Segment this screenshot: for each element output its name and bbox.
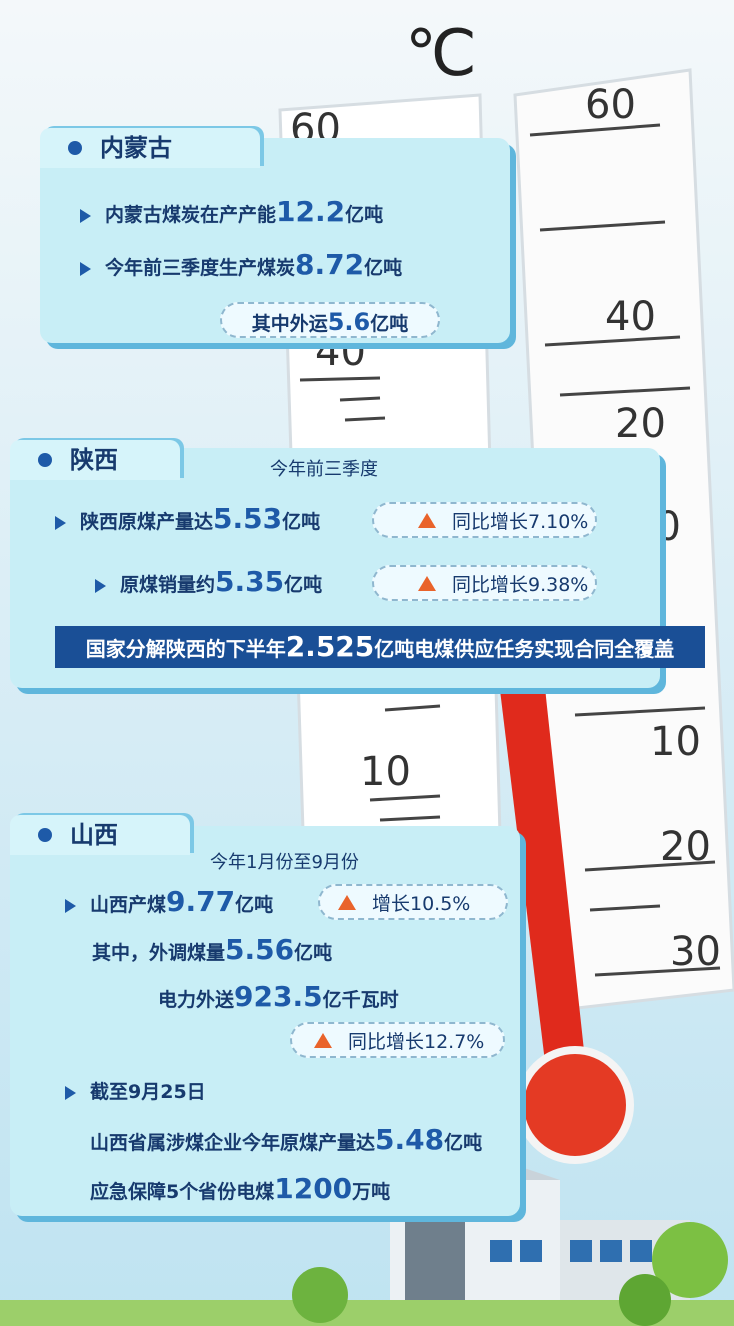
stat-text: 山西产煤 (90, 894, 166, 916)
stat-value: 8.72 (295, 248, 364, 281)
stat-unit: 亿吨 (444, 1132, 482, 1154)
banner-value: 2.525 (286, 630, 375, 663)
scale-label: 40 (605, 294, 656, 340)
stat-row: 其中，外调煤量5.56亿吨 (92, 933, 332, 966)
stat-row: 陕西原煤产量达5.53亿吨 (55, 502, 320, 535)
section-title: 内蒙古 (40, 128, 260, 168)
stat-value: 5.53 (213, 502, 282, 535)
banner-text: 国家分解陕西的下半年 (86, 637, 286, 661)
stat-unit: 亿千瓦时 (323, 989, 399, 1011)
bulb (520, 1050, 630, 1160)
growth-pill: 同比增长7.10% (372, 502, 597, 538)
scale-label: 10 (650, 719, 701, 765)
scale-label: 20 (660, 824, 711, 870)
scale-label: 10 (360, 749, 411, 795)
growth-pill: 同比增长9.38% (372, 565, 597, 601)
stat-text: 电力外送 (158, 989, 234, 1011)
stat-row: 山西省属涉煤企业今年原煤产量达5.48亿吨 (90, 1123, 482, 1156)
growth-text: 增长10.5% (372, 893, 470, 915)
stat-value: 1200 (274, 1172, 352, 1205)
stat-text: 陕西原煤产量达 (80, 511, 213, 533)
note-text: 其中外运 (252, 313, 328, 335)
stat-text: 今年前三季度生产煤炭 (105, 257, 295, 279)
stat-row: 今年前三季度生产煤炭8.72亿吨 (80, 248, 402, 281)
stat-text: 截至9月25日 (90, 1081, 206, 1103)
stat-row: 山西产煤9.77亿吨 (65, 885, 273, 918)
section-title: 陕西 (10, 440, 180, 480)
stat-text: 应急保障5个省份电煤 (90, 1181, 274, 1203)
note-value: 5.6 (328, 308, 371, 336)
growth-pill: 同比增长12.7% (290, 1022, 505, 1058)
stat-unit: 亿吨 (294, 942, 332, 964)
stat-value: 12.2 (276, 195, 345, 228)
note-unit: 亿吨 (370, 313, 408, 335)
stat-text: 原煤销量约 (120, 574, 215, 596)
stat-value: 9.77 (166, 885, 235, 918)
stat-unit: 亿吨 (282, 511, 320, 533)
stat-row: 电力外送923.5亿千瓦时 (158, 980, 399, 1013)
stat-unit: 亿吨 (345, 204, 383, 226)
stat-row: 截至9月25日 (65, 1077, 206, 1104)
scale-label: 20 (615, 401, 666, 447)
banner: 国家分解陕西的下半年2.525亿吨电煤供应任务实现合同全覆盖 (55, 626, 705, 668)
stat-text: 内蒙古煤炭在产产能 (105, 204, 276, 226)
stat-row: 内蒙古煤炭在产产能12.2亿吨 (80, 195, 383, 228)
infographic: ℃ 60 40 20 10 10 20 30 60 40 10 内蒙古 内蒙古煤… (0, 0, 734, 1326)
section-title: 山西 (10, 815, 190, 855)
growth-pill: 增长10.5% (318, 884, 508, 920)
growth-text: 同比增长9.38% (452, 574, 588, 596)
stat-unit: 万吨 (352, 1181, 390, 1203)
stat-row: 原煤销量约5.35亿吨 (95, 565, 322, 598)
stat-value: 923.5 (234, 980, 323, 1013)
stat-unit: 亿吨 (364, 257, 402, 279)
banner-unit: 亿吨电煤供应任务实现合同全覆盖 (374, 637, 674, 661)
growth-text: 同比增长7.10% (452, 511, 588, 533)
scale-label: 30 (670, 929, 721, 975)
stat-value: 5.56 (225, 933, 294, 966)
section-subtitle: 今年前三季度 (270, 455, 378, 481)
stat-row: 应急保障5个省份电煤1200万吨 (90, 1172, 390, 1205)
stat-unit: 亿吨 (284, 574, 322, 596)
unit-label: ℃ (405, 17, 477, 91)
stat-value: 5.35 (215, 565, 284, 598)
section-subtitle: 今年1月份至9月份 (210, 848, 359, 874)
stat-value: 5.48 (375, 1123, 444, 1156)
growth-text: 同比增长12.7% (348, 1031, 484, 1053)
scale-label: 60 (585, 82, 636, 128)
note-pill: 其中外运5.6亿吨 (220, 302, 440, 338)
stat-unit: 亿吨 (235, 894, 273, 916)
stat-text: 其中，外调煤量 (92, 942, 225, 964)
stat-text: 山西省属涉煤企业今年原煤产量达 (90, 1132, 375, 1154)
